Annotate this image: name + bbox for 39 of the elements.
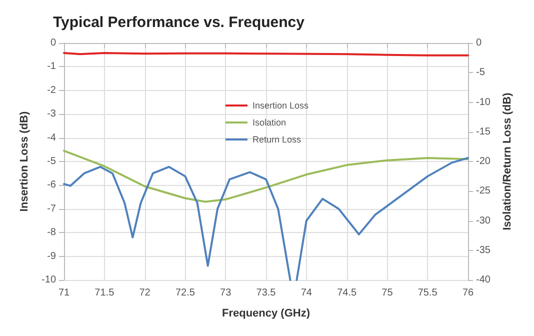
y-tick-label: -1 (47, 61, 56, 72)
y2-tick-label: -30 (476, 215, 491, 226)
x-tick-label: 73.5 (256, 288, 276, 298)
x-tick-label: 76 (462, 288, 474, 298)
y2-tick-label: -40 (476, 274, 491, 286)
y2-tick-label: -15 (476, 126, 491, 138)
y-tick-label: -5 (47, 156, 56, 167)
x-tick-label: 74 (300, 288, 312, 298)
x-tick-label: 72 (139, 288, 151, 298)
y-tick-label: -3 (47, 108, 56, 120)
x-tick-label: 73 (220, 288, 232, 298)
y-tick-label: -6 (47, 180, 56, 191)
y2-tick-label: -5 (476, 67, 486, 78)
y-axis-title: Insertion Loss (dB) (18, 111, 30, 212)
y-tick-label: -10 (42, 274, 56, 286)
legend-label: Return Loss (252, 134, 302, 144)
y-tick-label: -4 (47, 132, 56, 144)
y2-tick-label: -35 (476, 244, 491, 256)
y2-tick-label: -10 (476, 96, 491, 108)
x-axis-title: Frequency (GHz) (222, 308, 310, 320)
y-tick-label: -9 (47, 250, 56, 262)
y-tick-label: -8 (47, 227, 56, 238)
y2-axis-title: Isolation/Return Loss (dB) (502, 92, 514, 230)
x-tick-label: 74.5 (337, 288, 357, 298)
legend-label: Isolation (252, 118, 286, 128)
x-tick-label: 75 (382, 288, 394, 298)
y-tick-label: 0 (50, 38, 56, 48)
x-tick-label: 72.5 (175, 288, 196, 298)
y2-tick-label: 0 (476, 38, 482, 48)
legend-label: Insertion Loss (252, 100, 310, 110)
y2-tick-label: -20 (476, 156, 491, 167)
y-tick-label: -2 (47, 84, 56, 96)
x-tick-label: 71.5 (94, 288, 115, 298)
x-tick-label: 75.5 (418, 288, 438, 298)
line-series (63, 150, 469, 203)
y2-tick-label: -25 (476, 186, 491, 197)
x-tick-label: 71 (58, 288, 70, 298)
y-tick-label: -7 (47, 203, 56, 214)
chart-title: Typical Performance vs. Frequency (53, 14, 306, 31)
